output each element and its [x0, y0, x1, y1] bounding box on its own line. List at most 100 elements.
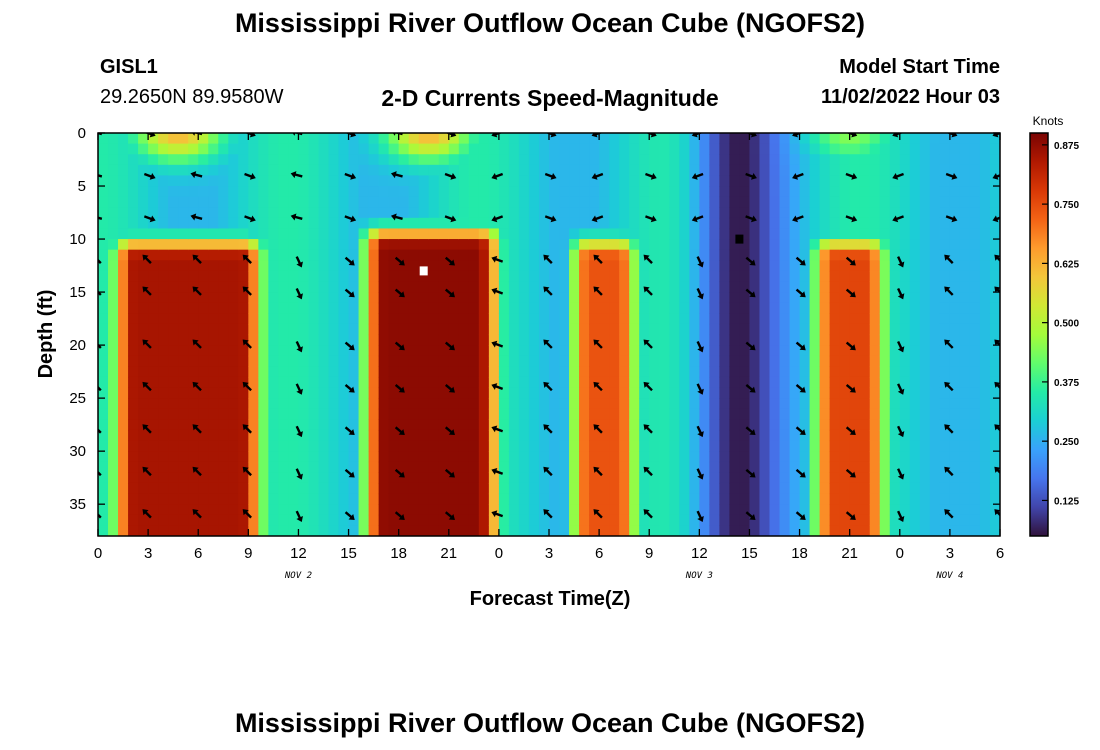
heatmap-cell: [298, 239, 310, 251]
heatmap-cell: [328, 451, 340, 463]
heatmap-cell: [338, 461, 350, 473]
heatmap-cell: [128, 408, 139, 420]
heatmap-cell: [108, 387, 119, 399]
heatmap-cell: [569, 143, 580, 155]
heatmap-cell: [288, 270, 300, 283]
heatmap-cell: [559, 398, 570, 410]
heatmap-cell: [398, 292, 410, 304]
heatmap-cell: [819, 228, 831, 240]
heatmap-cell: [178, 440, 189, 452]
heatmap-cell: [378, 398, 390, 410]
heatmap-cell: [599, 186, 610, 198]
heatmap-cell: [719, 249, 730, 261]
current-arrow: [897, 340, 905, 353]
heatmap-cell: [278, 525, 290, 536]
heatmap-cell: [298, 281, 310, 293]
current-arrow: [544, 172, 557, 180]
heatmap-cell: [468, 514, 480, 526]
heatmap-cell: [408, 366, 420, 378]
heatmap-cell: [799, 398, 811, 410]
heatmap-cell: [949, 249, 961, 261]
heatmap-cell: [979, 323, 991, 336]
heatmap-cell: [318, 334, 330, 346]
current-arrow: [745, 511, 756, 520]
heatmap-cell: [869, 323, 881, 336]
heatmap-cell: [458, 270, 470, 283]
heatmap-cell: [809, 270, 821, 283]
heatmap-cell: [338, 493, 350, 505]
heatmap-cell: [318, 302, 330, 314]
heatmap-cell: [528, 493, 540, 505]
heatmap-cell: [879, 302, 891, 314]
heatmap-cell: [649, 514, 660, 526]
heatmap-cell: [939, 398, 951, 410]
heatmap-cell: [128, 419, 139, 431]
heatmap-cell: [508, 292, 520, 304]
heatmap-cell: [689, 334, 700, 346]
heatmap-cell: [559, 292, 570, 304]
heatmap-cell: [268, 482, 279, 495]
heatmap-cell: [939, 217, 951, 230]
heatmap-cell: [639, 217, 650, 230]
heatmap-cell: [879, 313, 891, 325]
day-label: NOV 4: [935, 571, 963, 581]
heatmap-cell: [979, 514, 991, 526]
heatmap-cell: [458, 514, 470, 526]
heatmap-cell: [649, 440, 660, 452]
heatmap-cell: [749, 292, 761, 304]
heatmap-cell: [859, 313, 871, 325]
heatmap-cell: [679, 186, 690, 198]
heatmap-cell: [709, 175, 720, 187]
heatmap-cell: [258, 514, 269, 526]
heatmap-cell: [769, 302, 781, 314]
heatmap-cell: [118, 270, 129, 283]
current-arrow: [444, 426, 455, 436]
heatmap-cell: [689, 239, 700, 251]
heatmap-cell: [549, 196, 560, 208]
heatmap-cell: [569, 345, 580, 357]
heatmap-cell: [118, 196, 129, 208]
heatmap-cell: [619, 175, 630, 187]
heatmap-cell: [298, 154, 310, 166]
heatmap-cell: [589, 302, 600, 314]
heatmap-cell: [378, 302, 390, 314]
current-arrow: [593, 381, 603, 392]
heatmap-cell: [518, 514, 530, 526]
heatmap-cell: [559, 514, 570, 526]
heatmap-cell: [418, 281, 430, 293]
heatmap-cell: [198, 207, 209, 219]
heatmap-cell: [128, 217, 139, 230]
heatmap-cell: [208, 355, 219, 367]
heatmap-cell: [729, 493, 741, 505]
heatmap-cell: [188, 345, 199, 357]
heatmap-cell: [128, 334, 139, 346]
heatmap-cell: [599, 217, 610, 230]
heatmap-cell: [118, 239, 129, 251]
heatmap-cell: [98, 355, 109, 367]
heatmap-cell: [178, 355, 189, 367]
heatmap-cell: [619, 207, 630, 219]
heatmap-cell: [779, 164, 791, 177]
heatmap-cell: [468, 345, 480, 357]
heatmap-cell: [749, 207, 761, 219]
heatmap-cell: [809, 281, 821, 293]
heatmap-cell: [398, 175, 410, 187]
heatmap-cell: [348, 260, 360, 272]
heatmap-cell: [338, 270, 350, 283]
heatmap-cell: [659, 249, 670, 261]
heatmap-cell: [659, 143, 670, 155]
heatmap-cell: [719, 313, 730, 325]
heatmap-cell: [278, 387, 290, 399]
heatmap-cell: [809, 292, 821, 304]
heatmap-cell: [438, 217, 450, 230]
heatmap-cell: [298, 217, 310, 230]
heatmap-cell: [458, 461, 470, 473]
heatmap-cell: [759, 133, 771, 145]
heatmap-cell: [629, 207, 640, 219]
heatmap-cell: [639, 143, 650, 155]
heatmap-cell: [839, 323, 851, 336]
heatmap-cell: [949, 387, 961, 399]
heatmap-cell: [949, 440, 961, 452]
heatmap-cell: [569, 440, 580, 452]
heatmap-cell: [819, 313, 831, 325]
